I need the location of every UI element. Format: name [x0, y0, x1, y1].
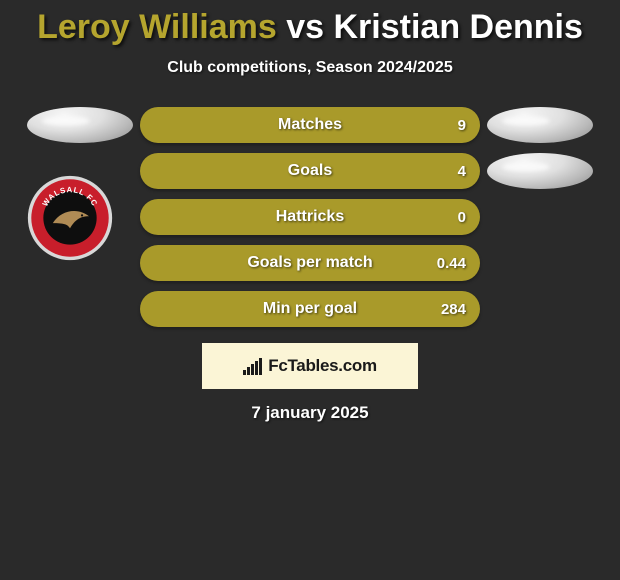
stat-value-right: 0.44 — [437, 255, 466, 272]
stat-label: Matches — [278, 116, 342, 134]
fctables-text: FcTables.com — [268, 356, 377, 376]
player-oval-right — [490, 110, 590, 140]
stat-value-right: 0 — [458, 209, 466, 226]
stat-bar: Goals 4 — [140, 153, 480, 189]
stat-bar: Min per goal 284 — [140, 291, 480, 327]
right-slot — [480, 156, 600, 186]
stat-row: Matches 9 — [0, 107, 620, 143]
date-text: 7 january 2025 — [0, 403, 620, 423]
stat-value-right: 9 — [458, 117, 466, 134]
player-oval-right — [490, 156, 590, 186]
bar-chart-icon — [243, 357, 262, 375]
stat-bar: Goals per match 0.44 — [140, 245, 480, 281]
stat-value-right: 284 — [441, 301, 466, 318]
stat-label: Hattricks — [276, 208, 344, 226]
page-title: Leroy Williams vs Kristian Dennis — [0, 8, 620, 47]
fctables-badge: FcTables.com — [202, 343, 418, 389]
right-slot — [480, 110, 600, 140]
stat-label: Goals per match — [247, 254, 372, 272]
subtitle: Club competitions, Season 2024/2025 — [0, 59, 620, 77]
player-oval-left — [30, 110, 130, 140]
stat-bar: Matches 9 — [140, 107, 480, 143]
club-crest: WALSALL FC — [27, 175, 113, 261]
stat-bar: Hattricks 0 — [140, 199, 480, 235]
stat-row: Min per goal 284 — [0, 291, 620, 327]
stat-value-right: 4 — [458, 163, 466, 180]
stat-label: Goals — [288, 162, 332, 180]
stat-label: Min per goal — [263, 300, 357, 318]
left-slot — [20, 110, 140, 140]
